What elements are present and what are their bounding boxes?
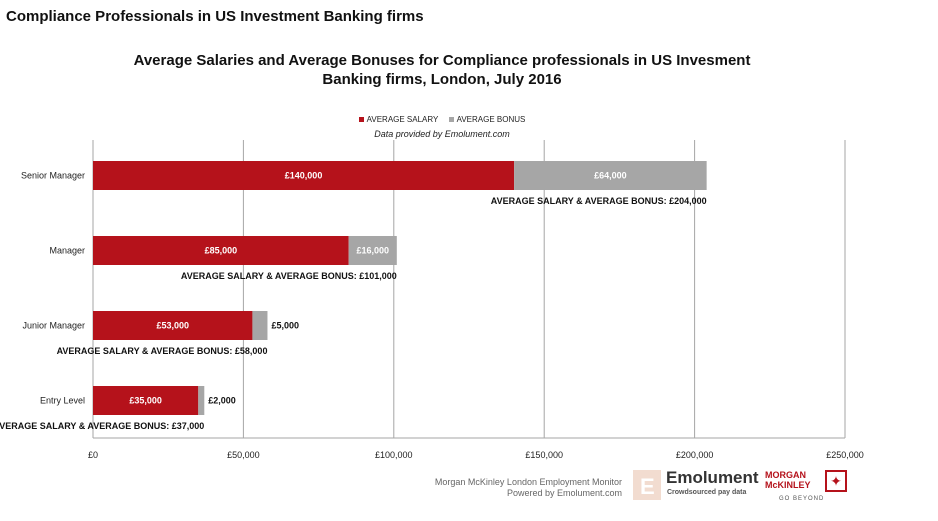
chart-title-line-1: Average Salaries and Average Bonuses for… — [133, 52, 751, 69]
mm-tagline: GO BEYOND — [779, 496, 825, 502]
x-tick-label-1: £50,000 — [227, 450, 260, 460]
emolument-icon: E — [633, 470, 661, 500]
chart-title-line-2: Banking firms, London, July 2016 — [322, 71, 562, 88]
mm-name-line-1: MORGAN — [765, 470, 806, 480]
bar-salary-1 — [93, 236, 349, 265]
total-label-0: AVERAGE SALARY & AVERAGE BONUS: £204,000 — [491, 196, 707, 206]
emolument-tagline: Crowdsourced pay data — [667, 489, 747, 496]
total-label-1: AVERAGE SALARY & AVERAGE BONUS: £101,000 — [181, 271, 397, 281]
x-tick-label-4: £200,000 — [676, 450, 714, 460]
category-label-1: Manager — [49, 246, 85, 256]
footer-line-1: Morgan McKinley London Employment Monito… — [434, 477, 622, 487]
emolument-icon-letter: E — [640, 474, 655, 499]
x-tick-label-5: £250,000 — [826, 450, 864, 460]
category-label-2: Junior Manager — [22, 321, 85, 331]
category-label-3: Entry Level — [40, 396, 85, 406]
mm-name-line-2: McKINLEY — [765, 480, 811, 490]
x-tick-label-2: £100,000 — [375, 450, 413, 460]
chart-legend: AVERAGE SALARY AVERAGE BONUS — [0, 115, 884, 124]
data-label-bonus-1: £16,000 — [356, 246, 389, 256]
chart-title: Average Salaries and Average Bonuses for… — [0, 51, 884, 89]
emolument-name: Emolument — [666, 468, 759, 487]
chart-subtitle: Data provided by Emolument.com — [374, 129, 510, 139]
emolument-logo: E Emolument Crowdsourced pay data — [633, 468, 759, 500]
data-label-bonus-3: £2,000 — [208, 396, 236, 406]
legend-swatch-salary — [358, 117, 364, 123]
bar-bonus-0 — [514, 161, 707, 190]
bar-bonus-3 — [198, 386, 205, 415]
x-tick-label-3: £150,000 — [525, 450, 563, 460]
mm-name: MORGAN McKINLEY — [765, 470, 821, 490]
legend-label-bonus: AVERAGE BONUS — [456, 115, 526, 124]
x-tick-label-0: £0 — [88, 450, 98, 460]
category-label-0: Senior Manager — [21, 171, 85, 181]
total-label-2: AVERAGE SALARY & AVERAGE BONUS: £58,000 — [57, 346, 268, 356]
data-label-salary-1: £85,000 — [205, 246, 238, 256]
bar-salary-2 — [93, 311, 253, 340]
bar-bonus-2 — [252, 311, 268, 340]
bar-salary-3 — [93, 386, 199, 415]
legend-item-bonus: AVERAGE BONUS — [448, 115, 526, 124]
legend-swatch-bonus — [448, 117, 454, 123]
legend-item-salary: AVERAGE SALARY — [358, 115, 439, 124]
data-label-salary-3: £35,000 — [129, 396, 162, 406]
bar-salary-0 — [93, 161, 515, 190]
data-label-bonus-0: £64,000 — [594, 171, 627, 181]
data-label-bonus-2: £5,000 — [271, 321, 299, 331]
data-label-salary-0: £140,000 — [285, 171, 323, 181]
morgan-mckinley-logo: MORGAN McKINLEY ✦ GO BEYOND — [765, 470, 855, 506]
page-heading: Compliance Professionals in US Investmen… — [6, 8, 424, 25]
data-label-salary-2: £53,000 — [156, 321, 189, 331]
bar-bonus-1 — [348, 236, 397, 265]
footer-text: Morgan McKinley London Employment Monito… — [435, 477, 622, 499]
legend-label-salary: AVERAGE SALARY — [366, 115, 439, 124]
total-label-3: AVERAGE SALARY & AVERAGE BONUS: £37,000 — [0, 421, 204, 431]
mm-square-mark-icon: ✦ — [825, 470, 847, 492]
footer-line-2: Powered by Emolument.com — [506, 488, 622, 498]
